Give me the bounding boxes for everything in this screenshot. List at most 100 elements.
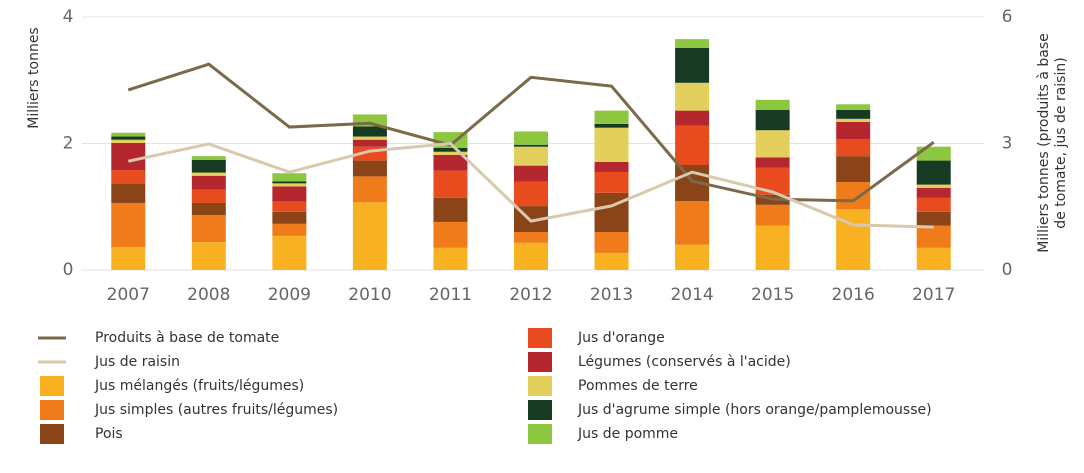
bar-segment — [594, 127, 629, 162]
bar-segment — [272, 235, 307, 270]
bar-segment — [916, 225, 951, 248]
bar-segment — [514, 181, 548, 207]
bar-segment — [111, 142, 146, 171]
bar-segment — [191, 202, 226, 215]
bar-segment — [191, 172, 226, 176]
bar-segment — [675, 39, 710, 48]
y-tick-label: 4 — [63, 7, 74, 27]
bar-segment — [111, 132, 146, 137]
y2-axis-title: Milliers tonnes (produits à base — [1036, 33, 1052, 253]
bar-segment — [272, 183, 307, 187]
bar-segment — [594, 232, 629, 253]
legend-label: Pommes de terre — [578, 378, 698, 394]
bar-segment — [352, 126, 387, 137]
bar-segment — [755, 204, 790, 226]
bar-segment — [916, 146, 951, 161]
bar-segment — [433, 221, 468, 248]
legend-label: Produits à base de tomate — [95, 330, 279, 346]
bar-segment — [916, 211, 951, 226]
bar-segment — [433, 154, 468, 171]
bar-segment — [836, 104, 871, 110]
bar-segment — [836, 156, 871, 183]
legend-swatch — [40, 376, 64, 396]
bar-segment — [111, 183, 146, 203]
bar-segment — [916, 247, 951, 270]
bar-segment — [916, 184, 951, 188]
bar-segment — [916, 197, 951, 212]
bar-segment — [594, 192, 629, 233]
bar-segment — [675, 82, 710, 111]
bar-segment — [111, 247, 146, 270]
bar-segment — [433, 151, 468, 155]
bar-segment — [111, 202, 146, 248]
bar-segment — [352, 139, 387, 147]
bar-segment — [594, 171, 629, 193]
bar-segment — [433, 247, 468, 270]
legend-label: Jus de pomme — [577, 426, 678, 442]
x-tick-label: 2010 — [348, 285, 391, 305]
legend-label: Jus d'agrume simple (hors orange/pamplem… — [577, 402, 932, 418]
bar-segment — [675, 110, 710, 126]
x-tick-label: 2014 — [670, 285, 713, 305]
bar-segment — [514, 232, 548, 243]
legend-swatch — [528, 376, 552, 396]
legend-swatch — [40, 400, 64, 420]
x-tick-label: 2009 — [268, 285, 311, 305]
bar-segment — [191, 175, 226, 190]
y-tick-label: 2 — [63, 134, 74, 154]
line — [127, 62, 935, 203]
legend-label: Jus simples (autres fruits/légumes) — [94, 402, 338, 418]
bar-segment — [352, 160, 387, 177]
bar-segment — [514, 146, 548, 166]
y2-tick-label: 3 — [1002, 134, 1013, 154]
x-tick-label: 2015 — [751, 285, 794, 305]
y2-axis-title: de tomate, jus de raisin) — [1053, 57, 1069, 228]
x-tick-label: 2017 — [912, 285, 955, 305]
bar-segment — [836, 209, 871, 270]
bar-segment — [272, 181, 307, 184]
bar-segment — [836, 139, 871, 157]
bar-segment — [594, 110, 629, 124]
bar-segment — [191, 214, 226, 243]
bar-segment — [755, 157, 790, 168]
bar-segment — [272, 223, 307, 236]
legend-swatch — [528, 424, 552, 444]
bar-segment — [755, 99, 790, 110]
x-tick-label: 2013 — [590, 285, 633, 305]
legend-swatch — [528, 400, 552, 420]
bar-segment — [352, 176, 387, 203]
bar-segment — [836, 182, 871, 210]
bar-segment — [272, 186, 307, 202]
line — [127, 141, 934, 229]
bar-segment — [191, 189, 226, 203]
bar-segment — [836, 118, 871, 122]
bar-segment — [352, 136, 387, 140]
bar-segment — [433, 147, 468, 152]
bar-segment — [514, 165, 548, 182]
legend-label: Pois — [95, 426, 123, 442]
x-tick-label: 2016 — [832, 285, 875, 305]
x-tick-label: 2012 — [509, 285, 552, 305]
bar-segment — [594, 161, 629, 172]
bar-segment — [433, 197, 468, 222]
y-axis-title: Milliers tonnes — [26, 27, 42, 128]
y2-tick-label: 0 — [1002, 260, 1013, 280]
legend-swatch — [528, 352, 552, 372]
bar-segment — [755, 130, 790, 158]
y2-tick-label: 6 — [1002, 7, 1013, 27]
bar-segment — [675, 125, 710, 166]
legend-swatch — [528, 328, 552, 348]
bar-segment — [272, 211, 307, 224]
bar-segment — [836, 121, 871, 140]
legend-swatch — [40, 424, 64, 444]
bar-segment — [514, 144, 548, 147]
legend-label: Jus de raisin — [94, 354, 180, 370]
bar-segment — [755, 225, 790, 270]
bar-segment — [433, 170, 468, 198]
bar-segment — [594, 123, 629, 128]
x-tick-label: 2011 — [429, 285, 472, 305]
bar-segment — [675, 47, 710, 83]
legend-label: Jus mélangés (fruits/légumes) — [94, 378, 304, 394]
y-tick-label: 0 — [63, 260, 74, 280]
